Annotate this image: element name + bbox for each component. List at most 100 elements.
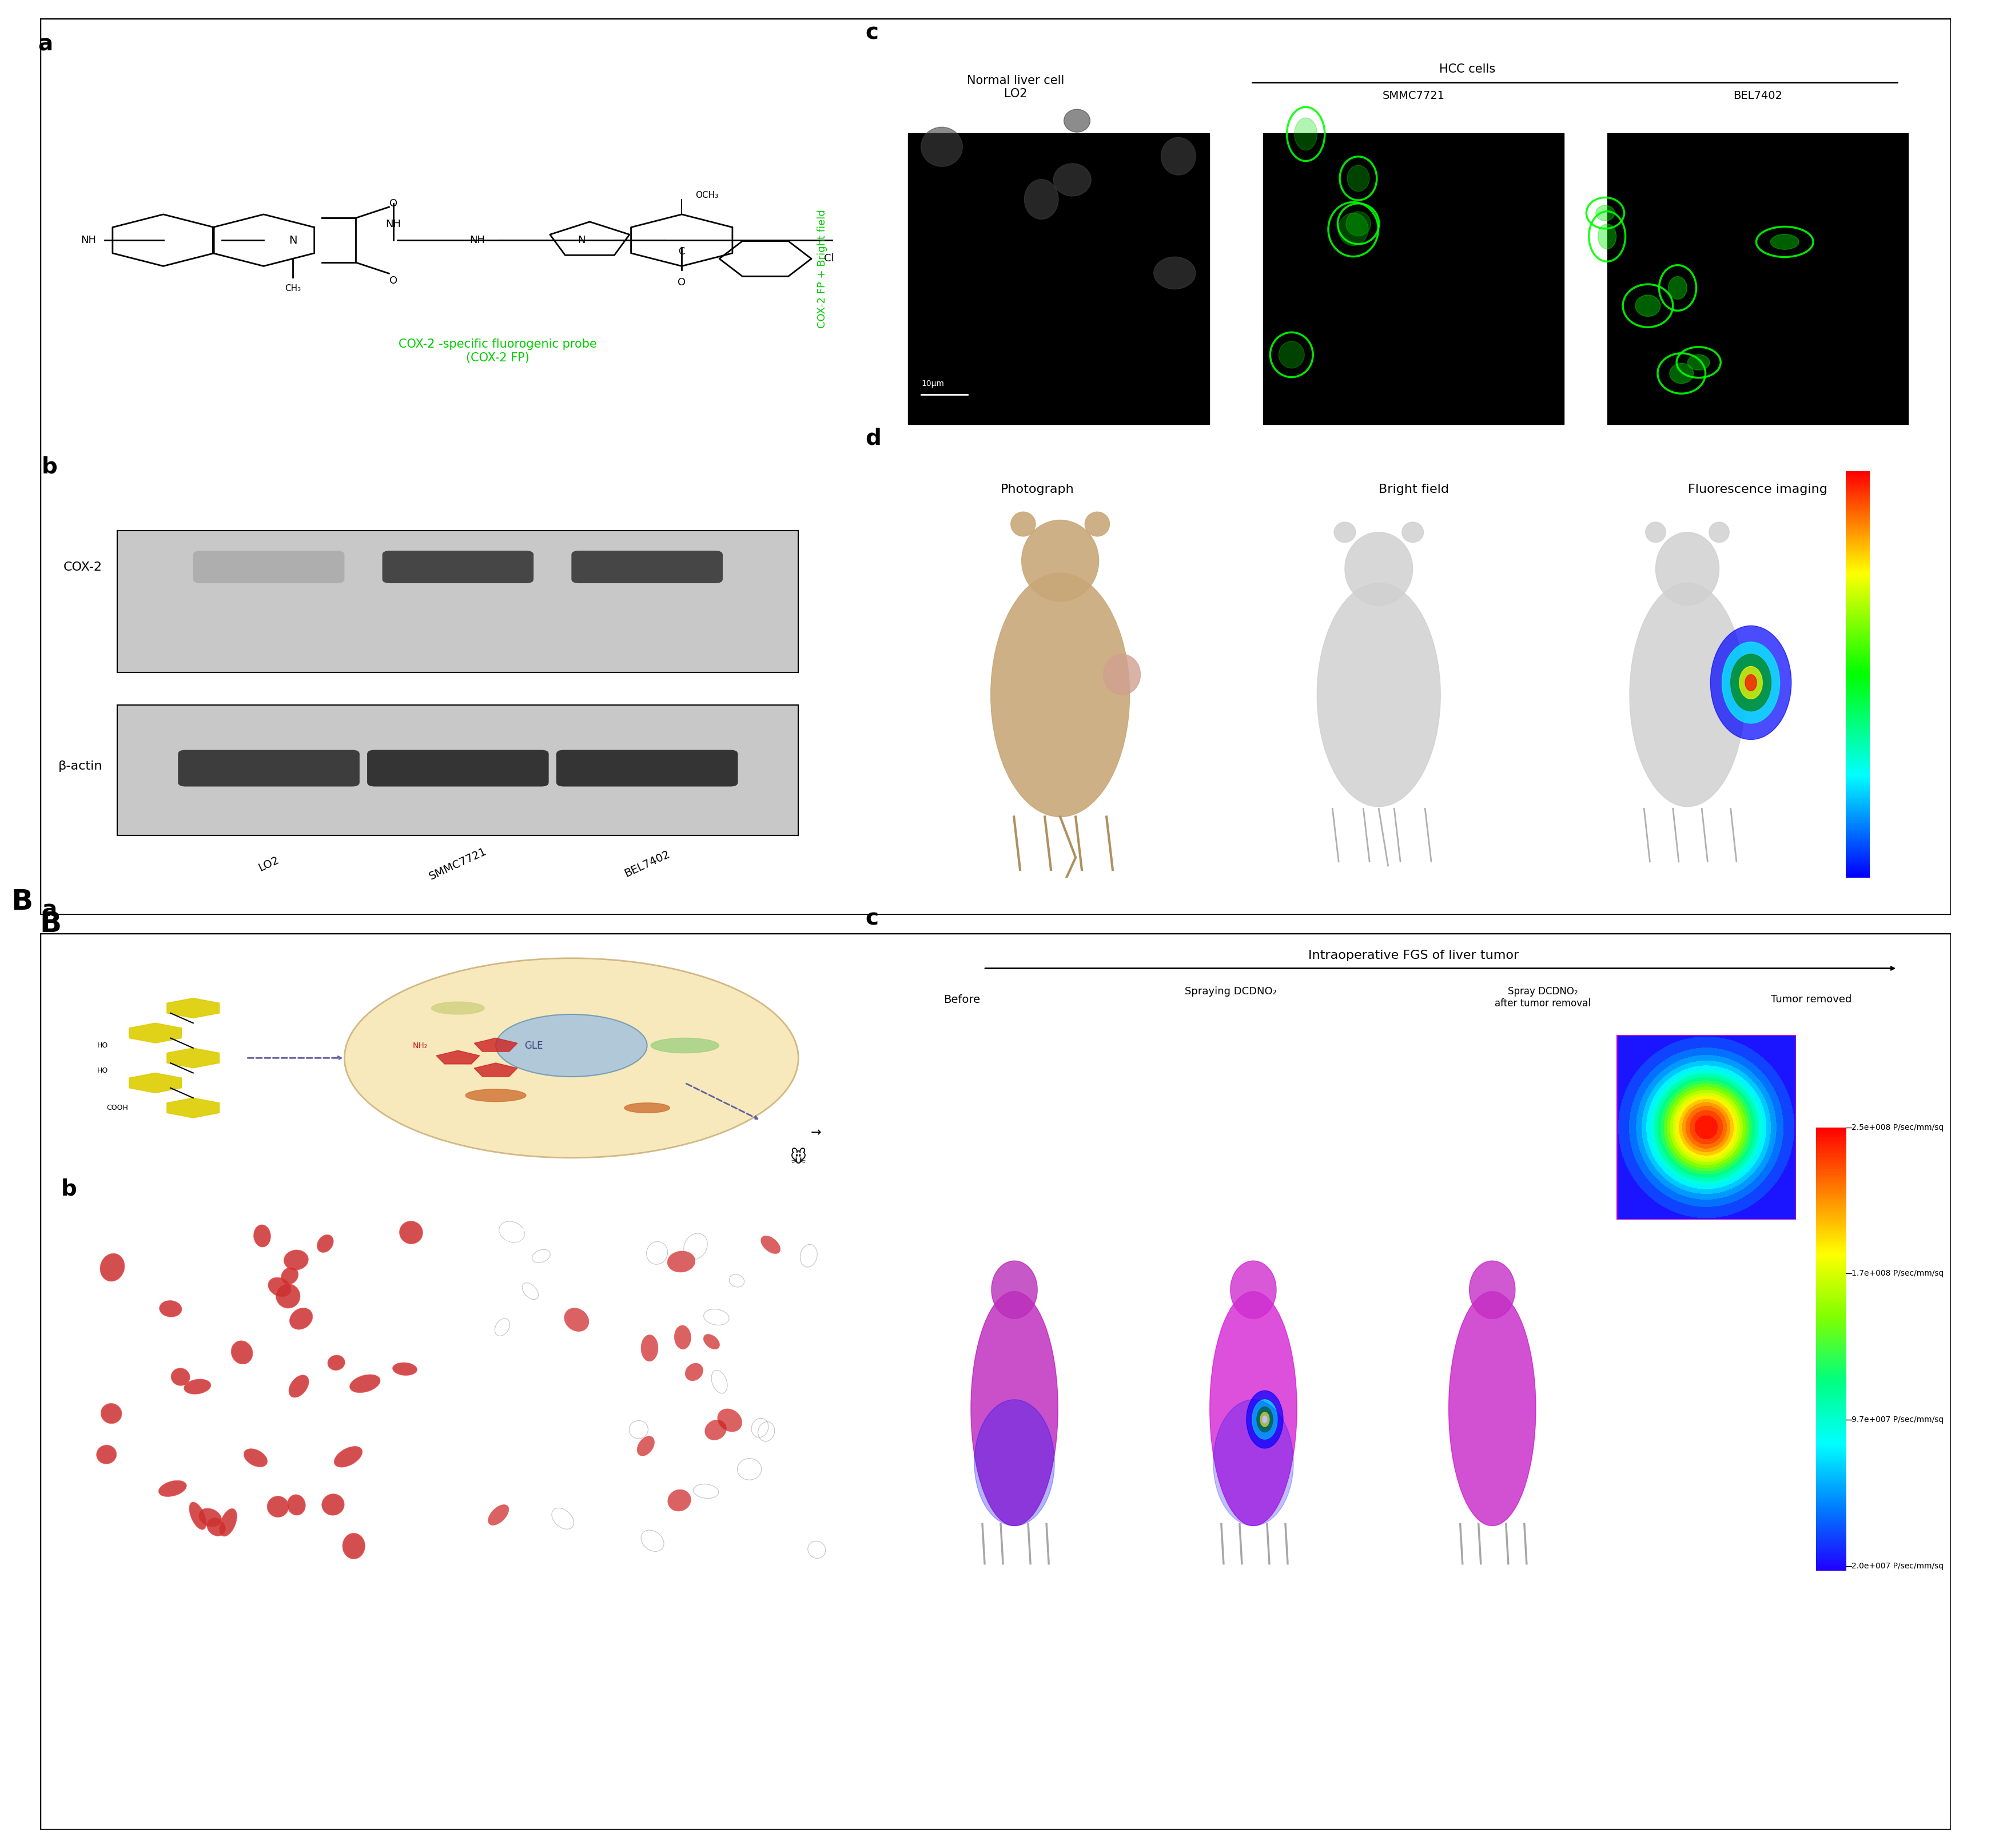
Ellipse shape (287, 1495, 305, 1515)
Ellipse shape (1023, 179, 1059, 220)
Ellipse shape (1645, 521, 1666, 541)
Ellipse shape (1599, 224, 1617, 249)
Ellipse shape (289, 1375, 309, 1397)
Text: b: b (42, 456, 58, 477)
Text: B: B (12, 887, 34, 915)
Text: BEL7402: BEL7402 (1732, 91, 1782, 102)
Ellipse shape (334, 1447, 362, 1467)
Text: DCDNO₂ + Bright field: DCDNO₂ + Bright field (92, 1229, 179, 1236)
Text: NH₂: NH₂ (412, 1042, 428, 1050)
Ellipse shape (972, 1292, 1057, 1526)
FancyBboxPatch shape (571, 551, 723, 584)
Ellipse shape (102, 1403, 121, 1423)
Ellipse shape (350, 1375, 380, 1393)
Ellipse shape (1629, 584, 1744, 806)
Text: Cl: Cl (824, 253, 834, 264)
Text: O: O (388, 198, 398, 209)
Ellipse shape (1338, 213, 1368, 246)
FancyBboxPatch shape (177, 750, 360, 787)
Text: NH: NH (82, 235, 96, 246)
Ellipse shape (1294, 118, 1318, 150)
Ellipse shape (231, 1342, 253, 1364)
Text: Baicalin + DCDNO₂
+ Bright field: Baicalin + DCDNO₂ + Bright field (480, 1229, 555, 1246)
Text: c: c (866, 22, 878, 44)
Text: HCC cells: HCC cells (1439, 63, 1495, 74)
Ellipse shape (1011, 512, 1035, 536)
Text: 9.7e+007 P/sec/mm/sq: 9.7e+007 P/sec/mm/sq (1852, 1416, 1943, 1425)
Ellipse shape (253, 1225, 271, 1247)
Circle shape (1252, 1399, 1278, 1440)
Text: SMMC7721: SMMC7721 (1382, 91, 1445, 102)
Ellipse shape (183, 1379, 211, 1393)
Ellipse shape (1211, 1292, 1296, 1526)
Ellipse shape (96, 1445, 117, 1464)
Ellipse shape (207, 1517, 227, 1536)
Ellipse shape (1449, 1292, 1535, 1526)
Ellipse shape (1230, 1260, 1276, 1319)
Ellipse shape (1469, 1260, 1515, 1319)
Ellipse shape (189, 1502, 207, 1530)
Ellipse shape (705, 1419, 727, 1440)
Text: COOH: COOH (108, 1103, 127, 1112)
Text: COX-2 FP + Bright field: COX-2 FP + Bright field (816, 209, 828, 329)
Ellipse shape (466, 1088, 526, 1101)
Circle shape (1740, 667, 1762, 699)
Circle shape (1262, 1416, 1266, 1423)
Text: 50 μm: 50 μm (115, 1556, 139, 1565)
Text: Intraoperative FGS of liver tumor: Intraoperative FGS of liver tumor (1308, 950, 1519, 961)
Ellipse shape (159, 1480, 187, 1497)
Ellipse shape (1053, 163, 1091, 196)
Text: CH₃: CH₃ (285, 285, 301, 292)
Text: d: d (866, 427, 882, 449)
Ellipse shape (637, 1436, 655, 1456)
Circle shape (1730, 654, 1772, 711)
Text: SMMC7721: SMMC7721 (428, 846, 488, 881)
Ellipse shape (1668, 277, 1686, 299)
Ellipse shape (1402, 521, 1424, 541)
Ellipse shape (1085, 512, 1109, 536)
FancyBboxPatch shape (366, 750, 550, 787)
Text: C: C (679, 246, 685, 257)
Text: COX-2: COX-2 (64, 562, 102, 573)
Ellipse shape (992, 1260, 1037, 1319)
Text: HO: HO (98, 1042, 108, 1050)
Circle shape (1744, 675, 1756, 691)
Ellipse shape (1597, 205, 1615, 222)
FancyBboxPatch shape (1262, 133, 1565, 423)
Text: Bright field: Bright field (1378, 484, 1449, 495)
Text: Spraying DCDNO₂: Spraying DCDNO₂ (1185, 987, 1276, 996)
Ellipse shape (159, 1301, 181, 1318)
FancyBboxPatch shape (382, 551, 534, 584)
Ellipse shape (1278, 342, 1304, 368)
Text: →: → (810, 1127, 820, 1138)
Ellipse shape (100, 1253, 125, 1281)
Ellipse shape (323, 1493, 344, 1515)
FancyBboxPatch shape (908, 133, 1209, 423)
Ellipse shape (269, 1277, 291, 1297)
FancyBboxPatch shape (117, 530, 798, 673)
Ellipse shape (992, 1260, 1037, 1319)
Ellipse shape (1469, 1260, 1515, 1319)
Ellipse shape (1103, 654, 1141, 695)
Text: 2.5e+008 P/sec/mm/sq: 2.5e+008 P/sec/mm/sq (1852, 1124, 1943, 1131)
FancyBboxPatch shape (40, 18, 1951, 915)
Ellipse shape (685, 1364, 703, 1380)
Text: 🐭: 🐭 (790, 1149, 806, 1166)
Ellipse shape (1657, 532, 1718, 606)
Ellipse shape (277, 1284, 301, 1308)
Ellipse shape (285, 1249, 309, 1270)
Text: O: O (388, 275, 398, 286)
Ellipse shape (1230, 1260, 1276, 1319)
Text: b: b (62, 1177, 78, 1199)
FancyBboxPatch shape (40, 933, 1951, 1830)
Text: Tumor removed: Tumor removed (1770, 994, 1852, 1005)
Text: LO2: LO2 (257, 854, 281, 874)
Ellipse shape (219, 1508, 237, 1536)
Ellipse shape (342, 1534, 364, 1560)
Circle shape (1260, 1412, 1270, 1427)
Ellipse shape (1348, 164, 1370, 192)
Text: NH: NH (386, 218, 400, 229)
Ellipse shape (267, 1497, 289, 1517)
Ellipse shape (400, 1222, 422, 1244)
Ellipse shape (317, 1234, 332, 1253)
